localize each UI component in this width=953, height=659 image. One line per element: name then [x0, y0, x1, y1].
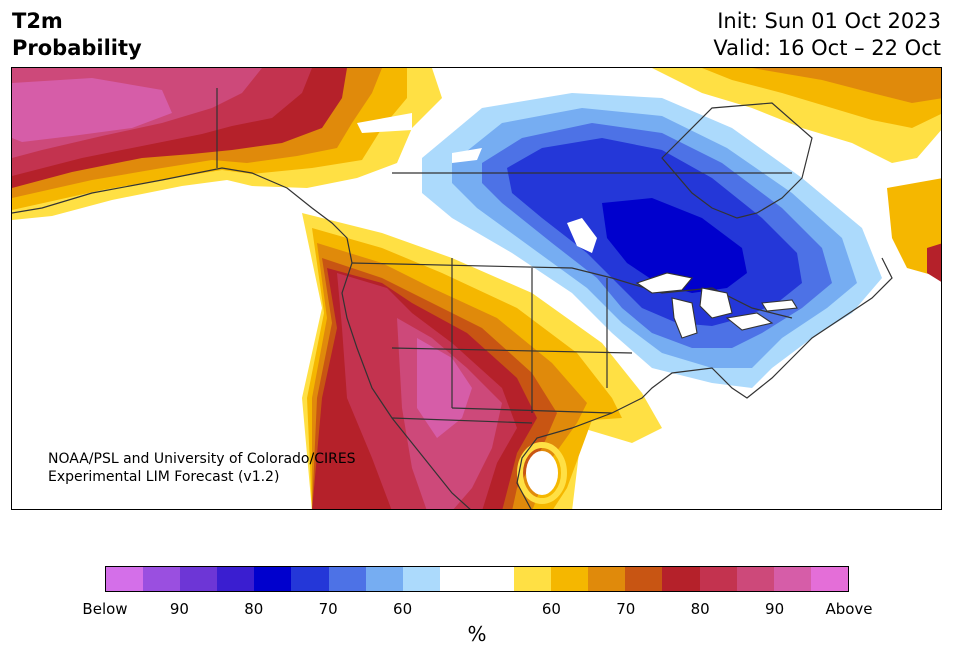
- colorbar-cell: [588, 567, 626, 591]
- colorbar-cell: [143, 567, 181, 591]
- colorbar-cell: [254, 567, 292, 591]
- title-variable: T2m: [12, 9, 63, 33]
- title-quantity: Probability: [12, 36, 142, 60]
- colorbar-cell: [736, 567, 774, 591]
- probability-colorbar: [105, 566, 849, 592]
- coastlines: [12, 88, 893, 509]
- colorbar-cell: [476, 567, 515, 591]
- colorbar-cell: [514, 567, 552, 591]
- mexico-yellow-ring: [517, 442, 567, 504]
- colorbar-cell: [365, 567, 403, 591]
- colorbar-tick-label: 60: [541, 600, 561, 618]
- colorbar-cell: [662, 567, 700, 591]
- colorbar-cell: [106, 567, 144, 591]
- colorbar-tick-label: 90: [765, 600, 785, 618]
- map-panel: [11, 67, 942, 510]
- colorbar-tick-label: Above: [825, 600, 873, 618]
- mexico-white-spot: [526, 451, 558, 495]
- colorbar-cell: [217, 567, 255, 591]
- colorbar-tick-label: Below: [82, 600, 128, 618]
- colorbar-tick-label: 60: [393, 600, 413, 618]
- colorbar-cell: [291, 567, 329, 591]
- above-band-west-core: [417, 338, 472, 438]
- colorbar-cell: [328, 567, 366, 591]
- valid-range: Valid: 16 Oct – 22 Oct: [713, 36, 941, 60]
- below-band-80: [602, 198, 747, 293]
- white-lakes-canada: [357, 113, 597, 253]
- colorbar-cell: [551, 567, 589, 591]
- colorbar-tick-label: 80: [244, 600, 264, 618]
- colorbar-cell: [439, 567, 477, 591]
- above-band-ne-75: [752, 68, 941, 103]
- colorbar-cell: [402, 567, 440, 591]
- forecast-dates: Init: Sun 01 Oct 2023 Valid: 16 Oct – 22…: [713, 8, 941, 62]
- hudson-bay: [661, 102, 813, 219]
- probability-map: [12, 68, 941, 509]
- colorbar-cell: [773, 567, 811, 591]
- above-band-95: [12, 78, 172, 142]
- great-lakes: [635, 272, 798, 339]
- colorbar-tick-label: 90: [169, 600, 189, 618]
- colorbar-unit: %: [467, 622, 487, 646]
- init-date: Init: Sun 01 Oct 2023: [717, 9, 941, 33]
- colorbar-tick-label: 70: [616, 600, 636, 618]
- colorbar-cell: [699, 567, 737, 591]
- credit-line-1: NOAA/PSL and University of Colorado/CIRE…: [48, 451, 356, 467]
- colorbar-cell: [180, 567, 218, 591]
- colorbar-cell: [625, 567, 663, 591]
- colorbar-tick-label: 70: [318, 600, 338, 618]
- data-credit: NOAA/PSL and University of Colorado/CIRE…: [48, 450, 356, 486]
- colorbar-cell: [810, 567, 848, 591]
- colorbar-tick-label: 80: [690, 600, 710, 618]
- credit-line-2: Experimental LIM Forecast (v1.2): [48, 469, 280, 485]
- above-band-ne-lab2: [927, 243, 941, 282]
- plot-title: T2m Probability: [12, 8, 142, 62]
